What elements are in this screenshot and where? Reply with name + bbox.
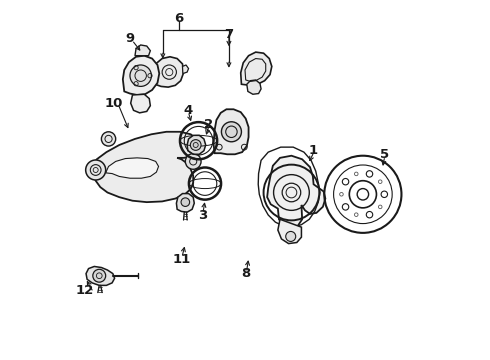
Text: 12: 12 [76, 284, 94, 297]
Polygon shape [131, 94, 150, 113]
Text: 1: 1 [308, 144, 318, 157]
Polygon shape [176, 194, 194, 212]
Circle shape [181, 198, 190, 206]
Polygon shape [267, 156, 325, 228]
Polygon shape [154, 57, 184, 87]
Polygon shape [135, 45, 150, 56]
Polygon shape [106, 158, 159, 178]
Text: 8: 8 [241, 267, 250, 280]
Text: 6: 6 [174, 12, 184, 25]
Polygon shape [278, 219, 301, 244]
Circle shape [190, 140, 201, 150]
Text: 10: 10 [105, 97, 123, 110]
Polygon shape [182, 65, 189, 73]
Circle shape [86, 160, 106, 180]
Polygon shape [214, 109, 248, 154]
Polygon shape [86, 266, 115, 285]
Polygon shape [123, 56, 159, 95]
Circle shape [130, 65, 151, 86]
Polygon shape [92, 132, 199, 202]
Text: 11: 11 [172, 253, 191, 266]
Circle shape [93, 269, 106, 282]
Circle shape [101, 132, 116, 146]
Text: 9: 9 [125, 32, 135, 45]
Text: 2: 2 [204, 118, 213, 131]
Polygon shape [187, 135, 206, 154]
Text: 4: 4 [183, 104, 193, 117]
Circle shape [286, 231, 296, 242]
Text: 3: 3 [198, 209, 207, 222]
Circle shape [185, 154, 201, 169]
Text: 5: 5 [380, 148, 389, 162]
Text: 7: 7 [224, 28, 234, 41]
Polygon shape [247, 80, 261, 94]
Polygon shape [241, 52, 272, 85]
Polygon shape [149, 70, 156, 77]
Circle shape [221, 122, 242, 142]
